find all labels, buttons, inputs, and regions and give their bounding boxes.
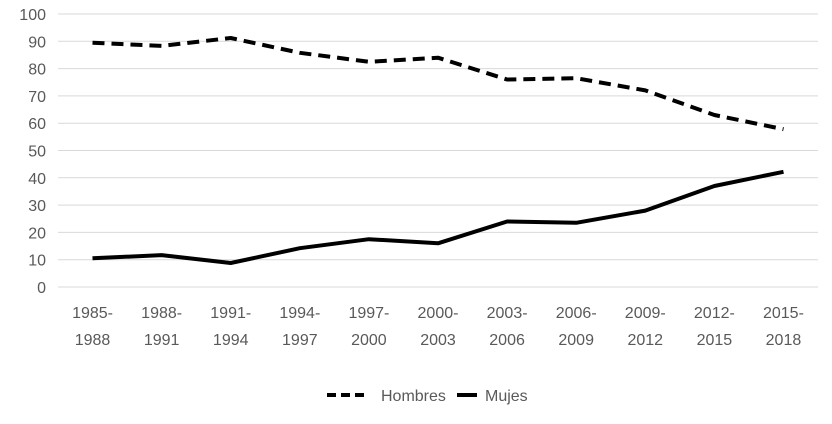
series-hombres	[92, 36, 784, 132]
legend-label-hombres: Hombres	[381, 388, 446, 405]
x-tick-label: 2015	[697, 332, 733, 349]
x-tick-label: 1997-	[348, 305, 389, 322]
series-mujes	[92, 169, 784, 265]
x-tick-label: 1994-	[279, 305, 320, 322]
series-line-hombres	[92, 36, 784, 132]
data-point-hombres	[576, 78, 577, 79]
legend-item-hombres: Hombres	[327, 388, 446, 405]
y-tick-label: 40	[28, 171, 46, 188]
x-tick-label: 2009	[558, 332, 594, 349]
series-lines	[92, 36, 784, 265]
x-tick-label: 2012	[627, 332, 663, 349]
x-tick-label: 2015-	[763, 305, 804, 322]
series-line-mujes	[92, 169, 784, 265]
y-tick-label: 0	[37, 280, 46, 297]
x-tick-label: 2003	[420, 332, 456, 349]
y-tick-label: 10	[28, 253, 46, 270]
x-tick-label: 1994	[213, 332, 249, 349]
x-tick-label: 1988	[75, 332, 111, 349]
x-tick-label: 2009-	[625, 305, 666, 322]
y-tick-label: 70	[28, 89, 46, 106]
x-tick-label: 2000-	[418, 305, 459, 322]
gridlines	[58, 13, 818, 288]
legend: Hombres Mujes	[327, 388, 528, 405]
x-tick-label: 2006-	[556, 305, 597, 322]
x-tick-label: 1991-	[210, 305, 251, 322]
y-tick-label: 50	[28, 144, 46, 161]
x-tick-label: 2006	[489, 332, 525, 349]
y-tick-label: 80	[28, 62, 46, 79]
y-axis-tick-labels: 0 10 20 30 40 50 60 70 80 90 100	[19, 7, 46, 297]
x-tick-label: 1988-	[141, 305, 182, 322]
x-tick-label: 1991	[144, 332, 180, 349]
x-tick-label: 1997	[282, 332, 318, 349]
x-tick-label: 2012-	[694, 305, 735, 322]
x-tick-label: 2000	[351, 332, 387, 349]
y-tick-label: 30	[28, 198, 46, 215]
y-tick-label: 100	[19, 7, 46, 24]
x-axis-tick-labels: 1985- 1988 1988- 1991 1991- 1994 1994- 1997 1997…	[72, 305, 804, 349]
y-tick-label: 90	[28, 34, 46, 51]
legend-item-mujes: Mujes	[457, 388, 528, 405]
legend-label-mujes: Mujes	[485, 388, 528, 405]
y-tick-label: 20	[28, 225, 46, 242]
data-point-hombres	[368, 61, 369, 62]
y-tick-label: 60	[28, 116, 46, 133]
x-tick-label: 1985-	[72, 305, 113, 322]
x-tick-label: 2003-	[487, 305, 528, 322]
x-tick-label: 2018	[766, 332, 802, 349]
